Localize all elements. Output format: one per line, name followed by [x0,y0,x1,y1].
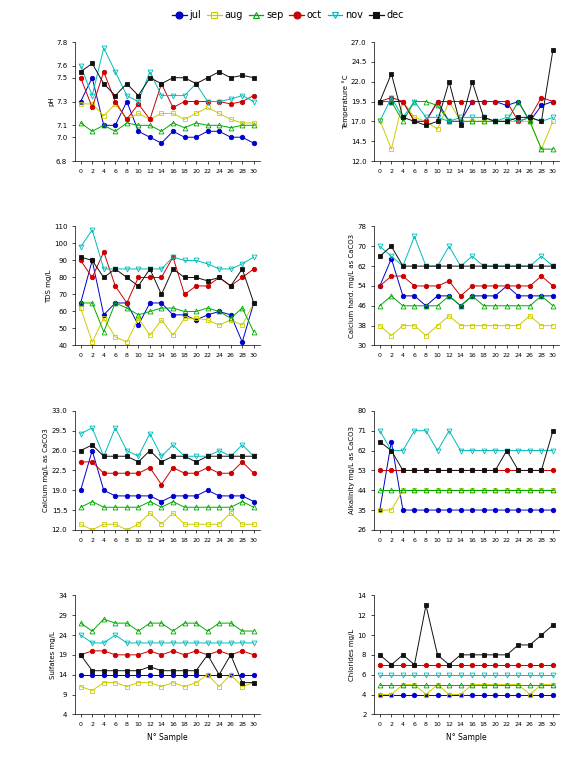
Y-axis label: pH: pH [48,97,54,106]
X-axis label: N° Sample: N° Sample [446,733,487,742]
Y-axis label: Calcium hard. mg/L as CaCO3: Calcium hard. mg/L as CaCO3 [349,234,355,338]
Y-axis label: Calcium mg/L as CaCO3: Calcium mg/L as CaCO3 [43,429,50,513]
Y-axis label: Alkalinity mg/L as CaCO3: Alkalinity mg/L as CaCO3 [349,426,355,514]
Y-axis label: Chlorides mg/L: Chlorides mg/L [349,629,355,681]
Y-axis label: Sulfates mg/L: Sulfates mg/L [50,631,56,678]
Y-axis label: TDS mg/L: TDS mg/L [46,269,52,303]
X-axis label: N° Sample: N° Sample [147,733,188,742]
Y-axis label: Temperature °C: Temperature °C [342,74,348,129]
Legend: jul, aug, sep, oct, nov, dec: jul, aug, sep, oct, nov, dec [168,6,408,24]
